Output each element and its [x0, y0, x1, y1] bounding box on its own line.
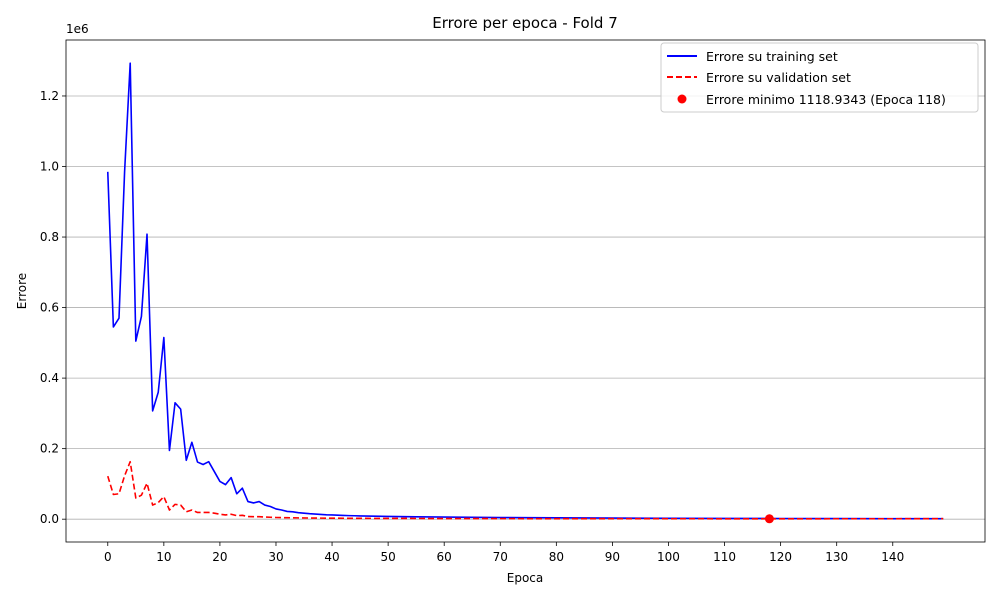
grid: [66, 95, 985, 520]
y-tick-label: 1.0: [40, 160, 59, 174]
y-tick-label: 0.4: [40, 371, 59, 385]
x-tick-label: 120: [769, 550, 792, 564]
x-tick-label: 10: [156, 550, 171, 564]
training-error-line: [106, 62, 944, 520]
y-tick-label: 0.8: [40, 230, 59, 244]
x-tick-label: 130: [825, 550, 848, 564]
y-axis-offset-label: 1e6: [66, 22, 89, 36]
y-tick-label: 1.2: [40, 89, 59, 103]
x-tick-label: 100: [657, 550, 680, 564]
legend-label-minimum: Errore minimo 1118.9343 (Epoca 118): [706, 92, 946, 107]
legend-label-training: Errore su training set: [706, 49, 838, 64]
x-tick-label: 110: [713, 550, 736, 564]
x-axis-label: Epoca: [507, 571, 544, 585]
minimum-error-point: [764, 514, 774, 524]
y-tick-label: 0.2: [40, 442, 59, 456]
x-tick-label: 60: [437, 550, 452, 564]
axes: 0.0 0.2 0.4 0.6 0.8 1.0 1.2 0 10 20 30 40 50 60 70 80 90…: [40, 39, 986, 564]
legend: Errore su training set Errore su validat…: [660, 42, 979, 113]
y-axis-label: Errore: [15, 273, 29, 309]
x-tick-label: 70: [493, 550, 508, 564]
legend-swatch-minimum: [677, 94, 687, 104]
x-tick-label: 140: [881, 550, 904, 564]
validation-error-line: [107, 460, 944, 520]
chart-title: Errore per epoca - Fold 7: [432, 14, 618, 32]
legend-frame: [660, 42, 979, 113]
y-tick-label: 0.0: [40, 512, 59, 526]
x-tick-label: 40: [324, 550, 339, 564]
x-tick-label: 20: [212, 550, 227, 564]
y-tick-label: 0.6: [40, 301, 59, 315]
plot-frame: [65, 39, 986, 543]
x-tick-label: 90: [605, 550, 620, 564]
x-tick-label: 0: [104, 550, 112, 564]
plot-series: [106, 62, 944, 524]
x-tick-label: 50: [380, 550, 395, 564]
x-tick-label: 30: [268, 550, 283, 564]
x-tick-label: 80: [549, 550, 564, 564]
legend-label-validation: Errore su validation set: [706, 70, 851, 85]
